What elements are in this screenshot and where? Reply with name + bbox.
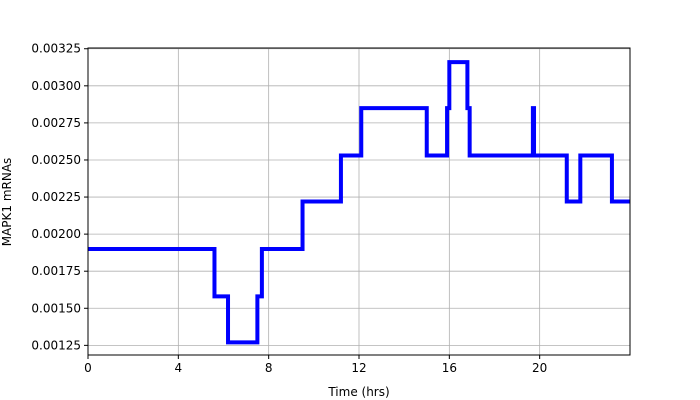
y-axis: 0.00125 0.00150 0.00175 0.00200 0.00225 0.002…: [31, 42, 88, 352]
x-tick-label: 12: [351, 361, 366, 375]
grid: [87, 48, 630, 355]
x-tick-label: 0: [84, 361, 92, 375]
y-axis-label: MAPK1 mRNAs: [0, 158, 14, 247]
y-tick-label: 0.00250: [31, 153, 81, 167]
y-tick-label: 0.00150: [31, 301, 81, 315]
x-axis-label: Time (hrs): [327, 385, 389, 399]
series-line-0: [88, 60, 630, 345]
y-tick-label: 0.00275: [31, 116, 81, 130]
y-tick-label: 0.00225: [31, 190, 81, 204]
y-tick-label: 0.00300: [31, 79, 81, 93]
x-tick-label: 16: [442, 361, 457, 375]
series-layer: [88, 60, 630, 345]
y-tick-label: 0.00325: [31, 42, 81, 56]
y-tick-label: 0.00175: [31, 264, 81, 278]
x-tick-label: 4: [175, 361, 183, 375]
x-axis: 0 4 8 12 16 20: [84, 355, 547, 375]
y-tick-label: 0.00200: [31, 227, 81, 241]
x-tick-label: 8: [265, 361, 273, 375]
y-tick-label: 0.00125: [31, 338, 81, 352]
x-tick-label: 20: [532, 361, 547, 375]
